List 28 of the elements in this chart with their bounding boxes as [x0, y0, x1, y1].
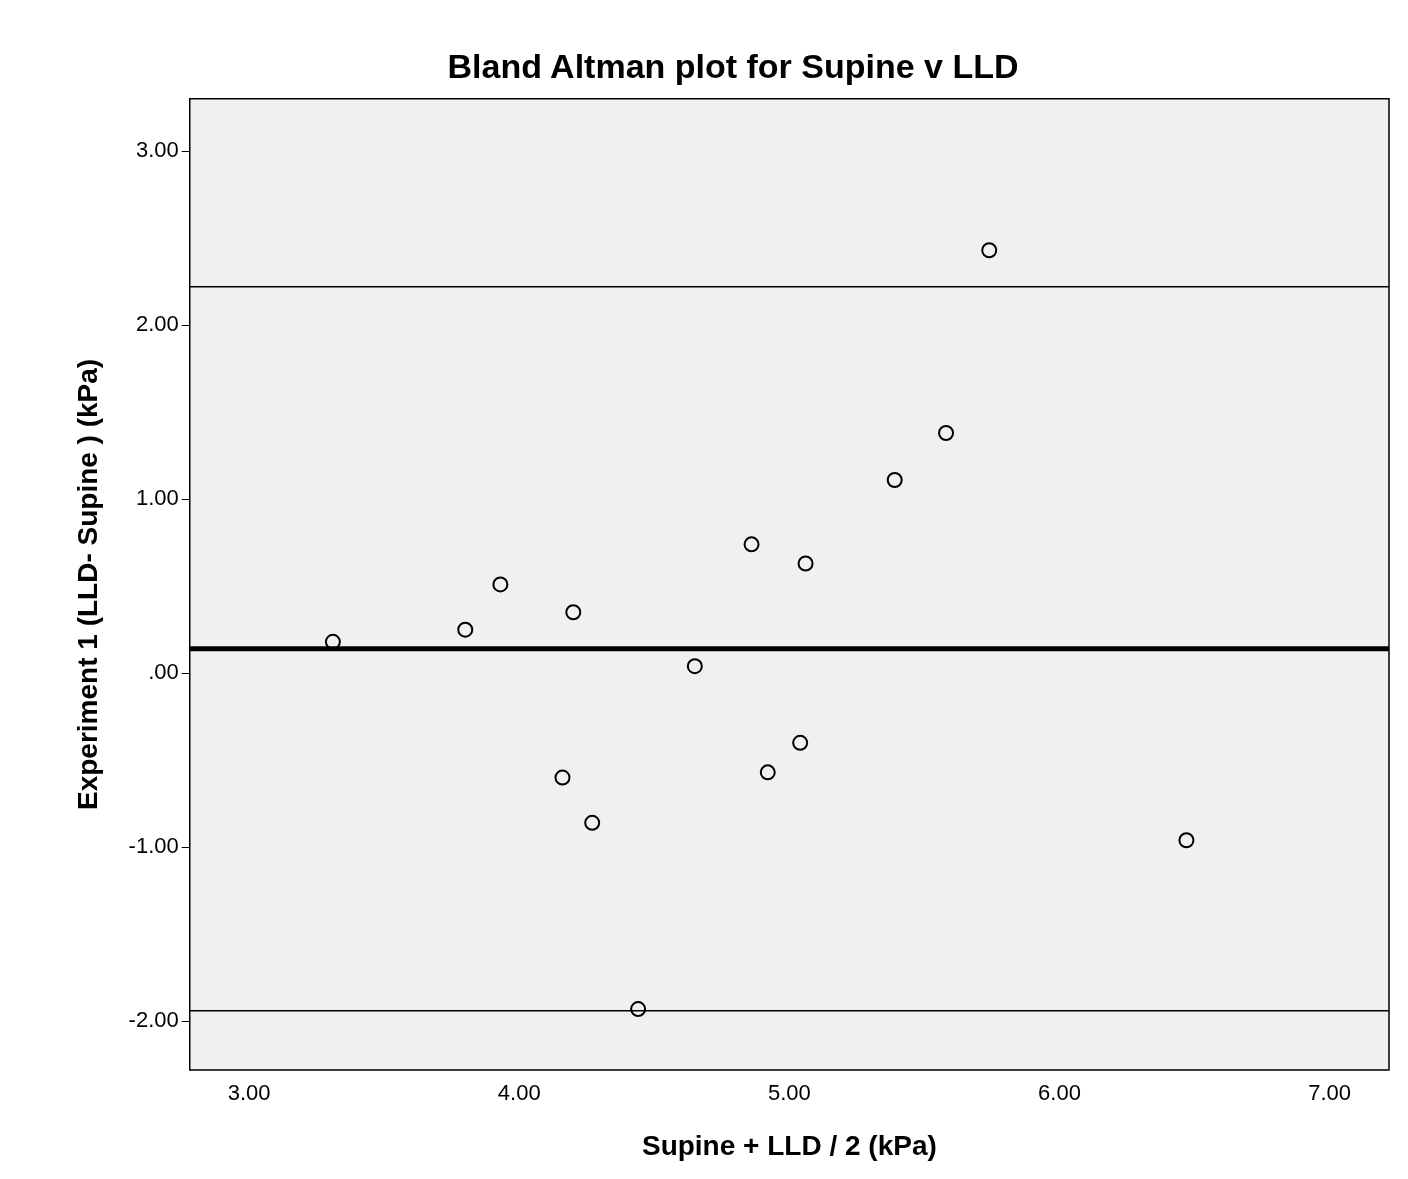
point — [565, 604, 582, 621]
point — [792, 734, 809, 751]
y-tick-label: -2.00 — [128, 1007, 179, 1033]
x-tick-label: 3.00 — [227, 1080, 271, 1106]
point — [1178, 832, 1195, 849]
point — [584, 814, 601, 831]
y-axis-title: Experiment 1 (LLD- Supine ) (kPa) — [71, 358, 103, 810]
y-tick-label: -1.00 — [128, 833, 179, 859]
x-tick-label: 6.00 — [1038, 1080, 1081, 1106]
point — [554, 769, 571, 786]
x-tick-label: 5.00 — [767, 1080, 811, 1106]
x-axis-title: Supine + LLD / 2 (kPa) — [641, 1129, 937, 1161]
point — [492, 576, 509, 593]
point — [759, 764, 776, 781]
point — [743, 536, 760, 553]
point — [981, 242, 998, 259]
y-tick-label: 2.00 — [135, 311, 179, 337]
point — [686, 658, 703, 675]
point — [938, 424, 955, 441]
y-tick-label: 1.00 — [135, 485, 179, 511]
point — [457, 621, 474, 638]
point — [797, 555, 814, 572]
x-tick-label: 7.00 — [1308, 1080, 1351, 1106]
x-tick-label: 4.00 — [497, 1080, 541, 1106]
y-tick-label: 3.00 — [135, 137, 179, 163]
chart-title: Bland Altman plot for Supine v LLD — [447, 46, 1019, 85]
y-tick-label: .00 — [148, 659, 179, 685]
point — [886, 471, 903, 488]
